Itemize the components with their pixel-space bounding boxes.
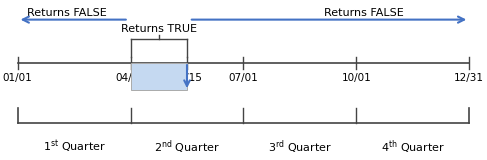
Text: Returns FALSE: Returns FALSE: [324, 8, 404, 18]
Text: Returns TRUE: Returns TRUE: [121, 24, 197, 34]
Text: Returns FALSE: Returns FALSE: [27, 8, 107, 18]
Text: 3$^{\mathregular{rd}}$ Quarter: 3$^{\mathregular{rd}}$ Quarter: [268, 138, 332, 156]
Text: 04/01: 04/01: [116, 73, 146, 83]
Text: 10/01: 10/01: [341, 73, 371, 83]
Text: 4$^{\mathregular{th}}$ Quarter: 4$^{\mathregular{th}}$ Quarter: [381, 138, 445, 156]
Bar: [131, 63, 187, 89]
Text: 12/31: 12/31: [454, 73, 484, 83]
Text: 1$^{\mathregular{st}}$ Quarter: 1$^{\mathregular{st}}$ Quarter: [42, 138, 106, 155]
Text: 2$^{\mathregular{nd}}$ Quarter: 2$^{\mathregular{nd}}$ Quarter: [154, 138, 220, 156]
Text: 05/15: 05/15: [172, 73, 202, 83]
Text: 07/01: 07/01: [228, 73, 258, 83]
Text: 01/01: 01/01: [3, 73, 33, 83]
